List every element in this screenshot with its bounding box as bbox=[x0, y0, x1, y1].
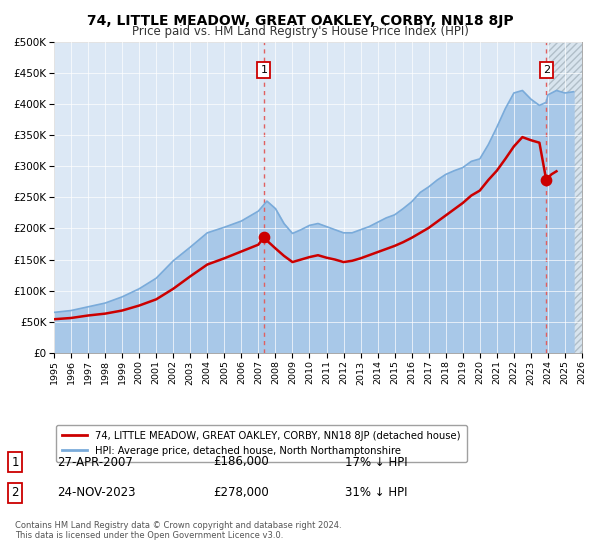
Text: 74, LITTLE MEADOW, GREAT OAKLEY, CORBY, NN18 8JP: 74, LITTLE MEADOW, GREAT OAKLEY, CORBY, … bbox=[86, 14, 514, 28]
Text: 2: 2 bbox=[11, 486, 19, 500]
Point bbox=[541, 175, 551, 184]
Text: 1: 1 bbox=[260, 65, 268, 75]
Text: 17% ↓ HPI: 17% ↓ HPI bbox=[345, 455, 407, 469]
Text: 27-APR-2007: 27-APR-2007 bbox=[57, 455, 133, 469]
Point bbox=[259, 233, 269, 242]
Text: 24-NOV-2023: 24-NOV-2023 bbox=[57, 486, 136, 500]
Text: 1: 1 bbox=[11, 455, 19, 469]
Text: £186,000: £186,000 bbox=[213, 455, 269, 469]
Text: Contains HM Land Registry data © Crown copyright and database right 2024.: Contains HM Land Registry data © Crown c… bbox=[15, 521, 341, 530]
Text: 31% ↓ HPI: 31% ↓ HPI bbox=[345, 486, 407, 500]
Text: Price paid vs. HM Land Registry's House Price Index (HPI): Price paid vs. HM Land Registry's House … bbox=[131, 25, 469, 38]
Text: 2: 2 bbox=[542, 65, 550, 75]
Bar bbox=[548, 42, 582, 353]
Text: This data is licensed under the Open Government Licence v3.0.: This data is licensed under the Open Gov… bbox=[15, 531, 283, 540]
Text: £278,000: £278,000 bbox=[213, 486, 269, 500]
Legend: 74, LITTLE MEADOW, GREAT OAKLEY, CORBY, NN18 8JP (detached house), HPI: Average : 74, LITTLE MEADOW, GREAT OAKLEY, CORBY, … bbox=[56, 424, 467, 461]
